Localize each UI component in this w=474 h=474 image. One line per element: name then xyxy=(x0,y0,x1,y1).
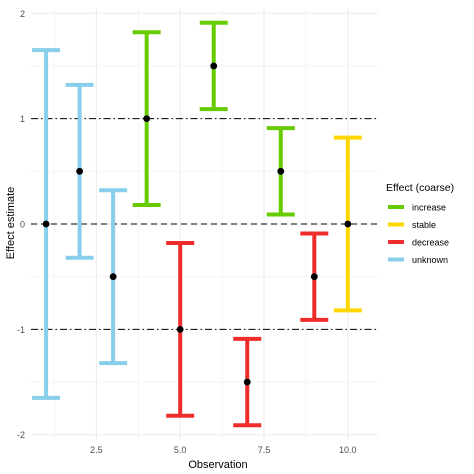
grid xyxy=(31,8,378,440)
x-tick-label: 10.0 xyxy=(339,445,357,455)
point-estimate xyxy=(243,378,251,386)
point-estimate xyxy=(210,62,218,70)
legend-title: Effect (coarse) xyxy=(386,182,454,194)
point-estimate xyxy=(42,220,50,228)
point-estimate xyxy=(344,220,352,228)
reference-lines xyxy=(31,118,378,330)
point-estimates xyxy=(42,62,352,386)
y-tick-label: 2 xyxy=(20,9,25,19)
y-tick-label: 1 xyxy=(20,114,25,124)
y-tick-label: -1 xyxy=(17,325,25,335)
point-estimate xyxy=(143,115,151,123)
x-tick-label: 2.5 xyxy=(90,445,103,455)
x-axis-title: Observation xyxy=(188,459,247,471)
y-tick-label: 0 xyxy=(20,220,25,230)
point-estimate xyxy=(176,325,184,333)
legend-label: decrease xyxy=(412,238,449,248)
tick-labels: 2.5 5.0 7.5 10.0 -2 -1 0 1 2 xyxy=(17,9,357,455)
legend-label: increase xyxy=(412,203,446,213)
point-estimate xyxy=(76,167,84,175)
y-axis-title: Effect estimate xyxy=(5,187,17,260)
legend-label: stable xyxy=(412,220,436,230)
point-estimate xyxy=(109,273,117,281)
point-estimate xyxy=(277,167,285,175)
x-tick-label: 7.5 xyxy=(258,445,271,455)
x-tick-label: 5.0 xyxy=(174,445,187,455)
legend: Effect (coarse) increase stable decrease un… xyxy=(386,182,454,265)
y-tick-label: -2 xyxy=(17,430,25,440)
legend-label: unknown xyxy=(412,255,448,265)
point-estimate xyxy=(310,273,318,281)
